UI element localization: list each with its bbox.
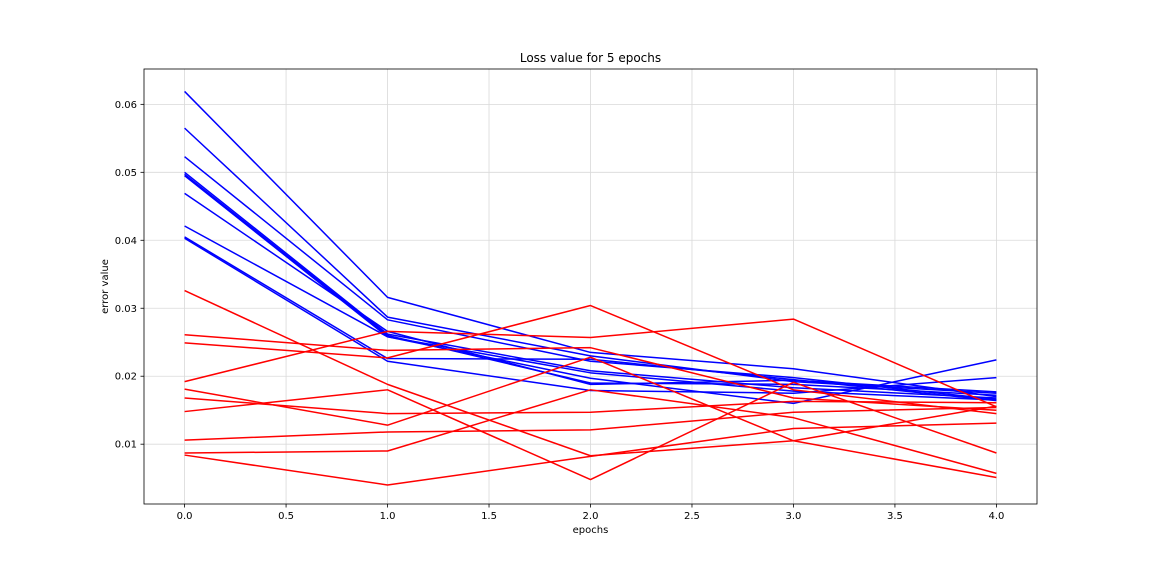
y-tick-label: 0.01 xyxy=(115,440,137,451)
y-axis-label: error value xyxy=(100,259,111,314)
series-lines xyxy=(184,90,997,486)
y-tick-label: 0.05 xyxy=(115,168,137,179)
series-line-13 xyxy=(184,304,997,415)
x-tick-label: 0.0 xyxy=(177,511,193,522)
y-tick-label: 0.02 xyxy=(115,372,137,383)
y-tick-label: 0.06 xyxy=(115,100,137,111)
series-line-14 xyxy=(184,318,997,408)
y-tick-label: 0.03 xyxy=(115,304,137,315)
series-line-15 xyxy=(184,356,997,479)
x-tick-label: 2.0 xyxy=(583,511,599,522)
series-line-18 xyxy=(184,406,997,441)
series-line-16 xyxy=(184,397,997,415)
series-line-8 xyxy=(184,225,997,405)
series-line-20 xyxy=(184,422,997,486)
x-tick-label: 0.5 xyxy=(278,511,294,522)
x-axis-label: epochs xyxy=(573,525,609,536)
chart-title: Loss value for 5 epochs xyxy=(520,51,661,65)
series-line-7 xyxy=(184,192,997,393)
x-tick-label: 1.5 xyxy=(481,511,497,522)
axis-ticks: 0.0 0.5 1.0 1.5 2.0 2.5 3.0 3.5 4.0 0.01 0.02 0.03 0… xyxy=(115,100,1005,522)
series-line-9 xyxy=(184,236,997,402)
x-tick-label: 4.0 xyxy=(988,511,1004,522)
series-line-1 xyxy=(184,90,997,398)
x-tick-label: 1.0 xyxy=(380,511,396,522)
x-tick-label: 3.5 xyxy=(887,511,903,522)
x-tick-label: 3.0 xyxy=(786,511,802,522)
series-line-19 xyxy=(184,389,997,475)
y-tick-label: 0.04 xyxy=(115,236,137,247)
series-line-4 xyxy=(184,171,997,399)
x-tick-label: 2.5 xyxy=(684,511,700,522)
series-line-6 xyxy=(184,175,997,401)
series-line-17 xyxy=(184,381,997,481)
